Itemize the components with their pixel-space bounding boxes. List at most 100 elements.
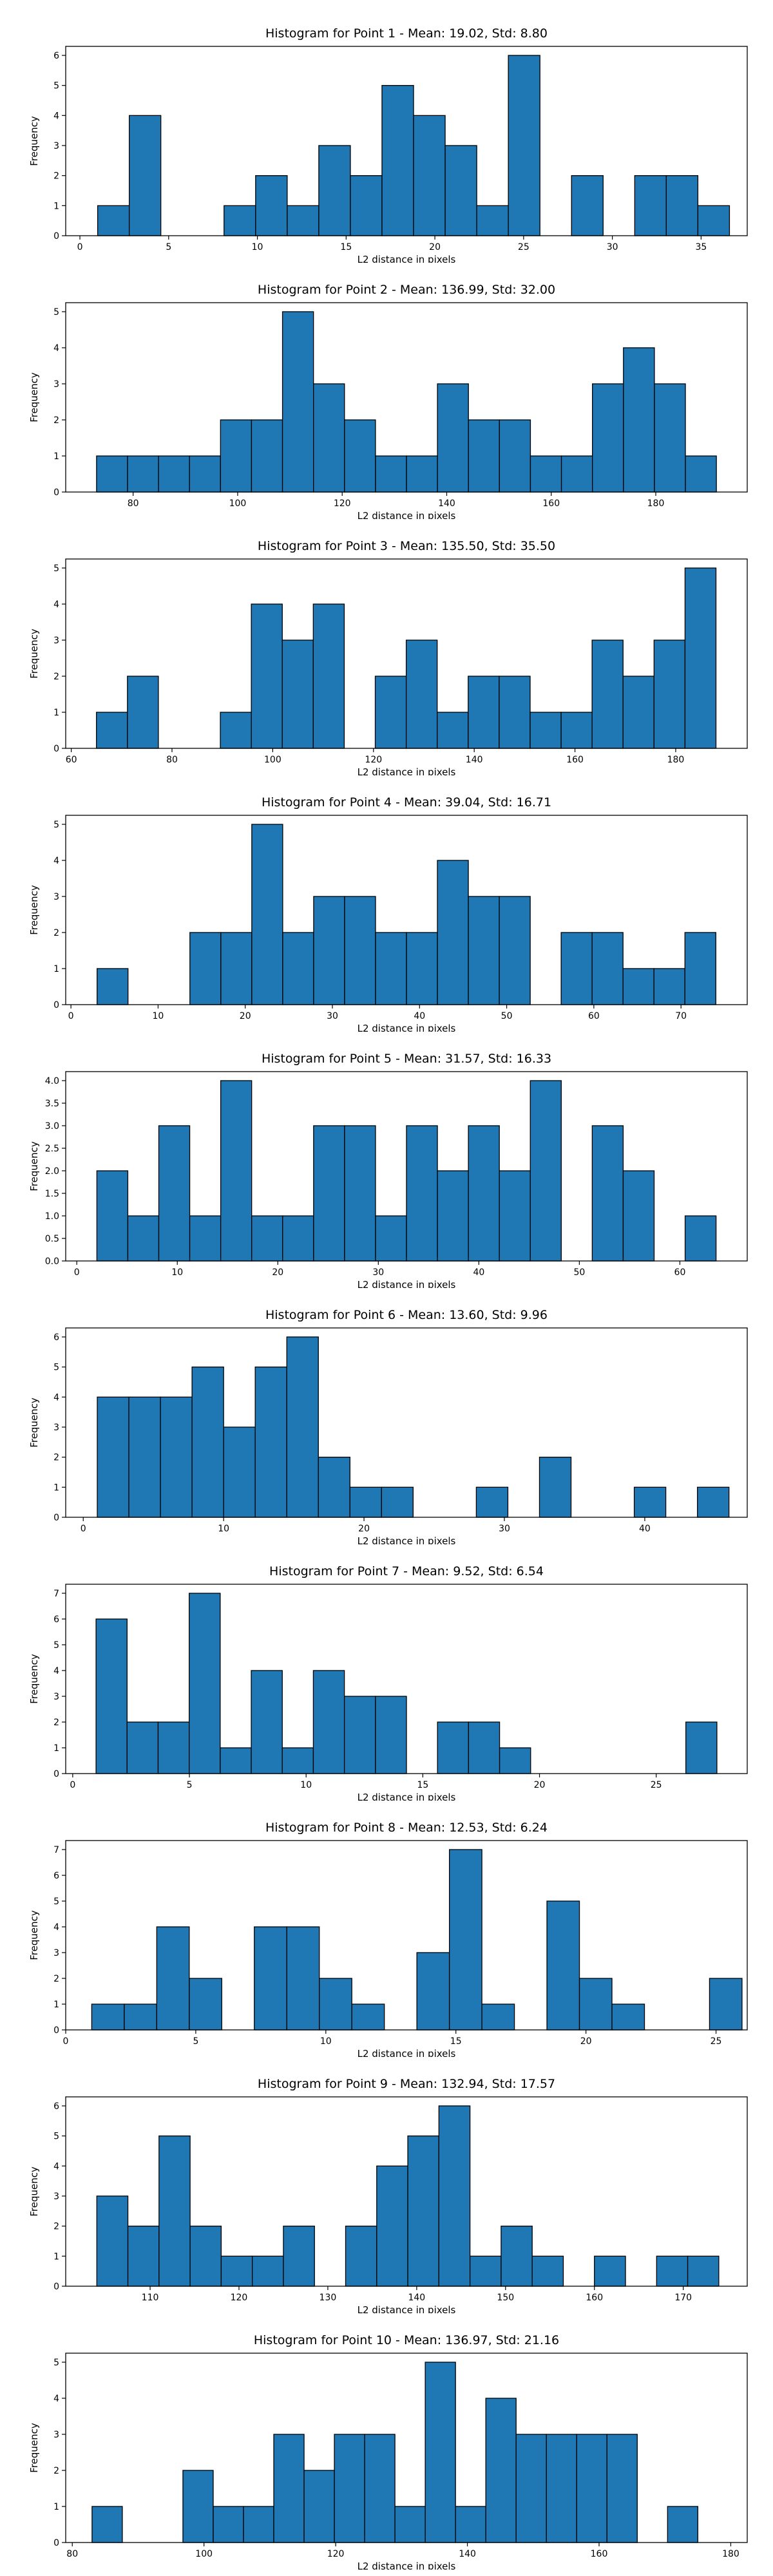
y-tick-label: 1.5 — [45, 1189, 59, 1199]
x-tick-label: 5 — [187, 1780, 193, 1790]
histogram-bar — [539, 1457, 572, 1518]
x-tick-label: 140 — [438, 498, 455, 509]
y-tick-label: 4 — [53, 1922, 59, 1933]
x-tick-label: 10 — [252, 242, 263, 252]
x-tick-label: 180 — [667, 755, 685, 765]
histogram-bar — [448, 1849, 482, 2031]
y-tick-label: 4 — [53, 2394, 59, 2404]
histogram-bar — [156, 1926, 190, 2031]
histogram-bar — [189, 455, 221, 493]
histogram-bar — [499, 1170, 531, 1262]
x-tick-label: 10 — [152, 1011, 164, 1021]
histogram-bar — [157, 1721, 190, 1774]
x-axis-label: L2 distance in pixels — [358, 2304, 456, 2313]
y-tick-label: 3 — [53, 379, 59, 390]
x-axis-label: L2 distance in pixels — [358, 510, 456, 519]
x-tick-label: 10 — [218, 1524, 229, 1534]
histogram-bar — [444, 145, 477, 236]
x-tick-label: 150 — [497, 2293, 514, 2303]
histogram-bar — [312, 603, 345, 749]
histogram-4: Histogram for Point 4 - Mean: 39.04, Std… — [28, 795, 748, 1032]
x-tick-label: 0 — [74, 1267, 80, 1278]
x-tick-label: 25 — [651, 1780, 662, 1790]
y-axis-label: Frequency — [28, 2166, 40, 2217]
chart-title: Histogram for Point 2 - Mean: 136.99, St… — [258, 283, 555, 297]
y-tick-label: 1 — [53, 451, 59, 462]
histogram-bar — [622, 1170, 655, 1262]
histogram-bar — [684, 932, 716, 1005]
chart-title: Histogram for Point 1 - Mean: 19.02, Std… — [265, 26, 548, 41]
y-tick-label: 5 — [53, 564, 59, 574]
histogram-bar — [282, 639, 314, 749]
x-tick-label: 160 — [542, 498, 560, 509]
x-tick-label: 20 — [272, 1267, 283, 1278]
histogram-bar — [127, 676, 159, 749]
x-tick-label: 10 — [300, 1780, 312, 1790]
x-tick-label: 110 — [142, 2293, 159, 2303]
y-tick-label: 1 — [53, 2502, 59, 2512]
x-tick-label: 0 — [68, 1011, 74, 1021]
histogram-1: Histogram for Point 1 - Mean: 19.02, Std… — [28, 26, 748, 263]
histogram-bar — [576, 2434, 607, 2543]
y-tick-label: 0 — [53, 231, 59, 242]
histogram-bar — [376, 2165, 408, 2287]
plot-frame — [65, 302, 748, 493]
histogram-bar — [318, 1457, 350, 1518]
y-tick-label: 4 — [53, 1666, 59, 1676]
histogram-bar — [286, 1336, 319, 1518]
y-tick-label: 1 — [53, 708, 59, 718]
histogram-bar — [468, 896, 500, 1005]
y-tick-label: 3 — [53, 2192, 59, 2202]
x-tick-label: 25 — [711, 2036, 722, 2047]
x-tick-label: 140 — [459, 2549, 476, 2559]
y-tick-label: 6 — [53, 1871, 59, 1881]
histogram-bar — [437, 712, 469, 749]
x-tick-label: 60 — [66, 755, 77, 765]
histogram-bar — [251, 419, 283, 493]
x-tick-label: 0 — [81, 1524, 86, 1534]
histogram-bar — [286, 1926, 320, 2031]
histogram-bar — [254, 1367, 287, 1518]
y-tick-label: 7 — [53, 1845, 59, 1855]
histogram-bar — [319, 1978, 352, 2031]
histogram-bar — [96, 455, 128, 493]
histogram-bar — [622, 968, 654, 1005]
y-tick-label: 5 — [53, 1363, 59, 1373]
histogram-bar — [220, 419, 253, 493]
histogram-bar — [485, 2398, 517, 2543]
y-axis-label: Frequency — [28, 116, 40, 166]
histogram-bar — [394, 2506, 426, 2543]
histogram-bar — [189, 1215, 222, 1262]
histogram-bar — [189, 932, 222, 1005]
histogram-bar — [189, 1593, 221, 1774]
histogram-bar — [351, 2003, 385, 2031]
y-tick-label: 0 — [53, 2282, 59, 2292]
x-tick-label: 0 — [77, 242, 83, 252]
histogram-bar — [592, 383, 624, 493]
histogram-bar — [344, 896, 376, 1005]
histogram-bar — [375, 932, 407, 1005]
x-tick-label: 140 — [466, 755, 483, 765]
chart-title: Histogram for Point 4 - Mean: 39.04, Std… — [262, 795, 551, 810]
histogram-8: Histogram for Point 8 - Mean: 12.53, Std… — [28, 1821, 748, 2057]
y-tick-label: 6 — [53, 2101, 59, 2112]
histogram-bar — [687, 2255, 720, 2287]
y-tick-label: 0.5 — [45, 1234, 59, 1244]
x-tick-label: 0 — [63, 2036, 69, 2047]
chart-title: Histogram for Point 3 - Mean: 135.50, St… — [258, 539, 555, 553]
y-tick-label: 1 — [53, 964, 59, 974]
y-tick-label: 0 — [53, 2025, 59, 2036]
x-tick-label: 130 — [320, 2293, 337, 2303]
histogram-bar — [350, 175, 383, 236]
histogram-bar — [546, 2434, 577, 2543]
histogram-bar — [375, 455, 407, 493]
histogram-bar — [578, 1978, 613, 2031]
histogram-bar — [313, 383, 345, 493]
x-tick-label: 30 — [372, 1267, 384, 1278]
histogram-bar — [667, 2506, 698, 2543]
x-tick-label: 140 — [408, 2293, 425, 2303]
histogram-bar — [375, 1696, 407, 1774]
chart-title: Histogram for Point 5 - Mean: 31.57, Std… — [262, 1052, 551, 1066]
plot-frame — [65, 1840, 748, 2031]
histogram-bar — [255, 175, 288, 236]
